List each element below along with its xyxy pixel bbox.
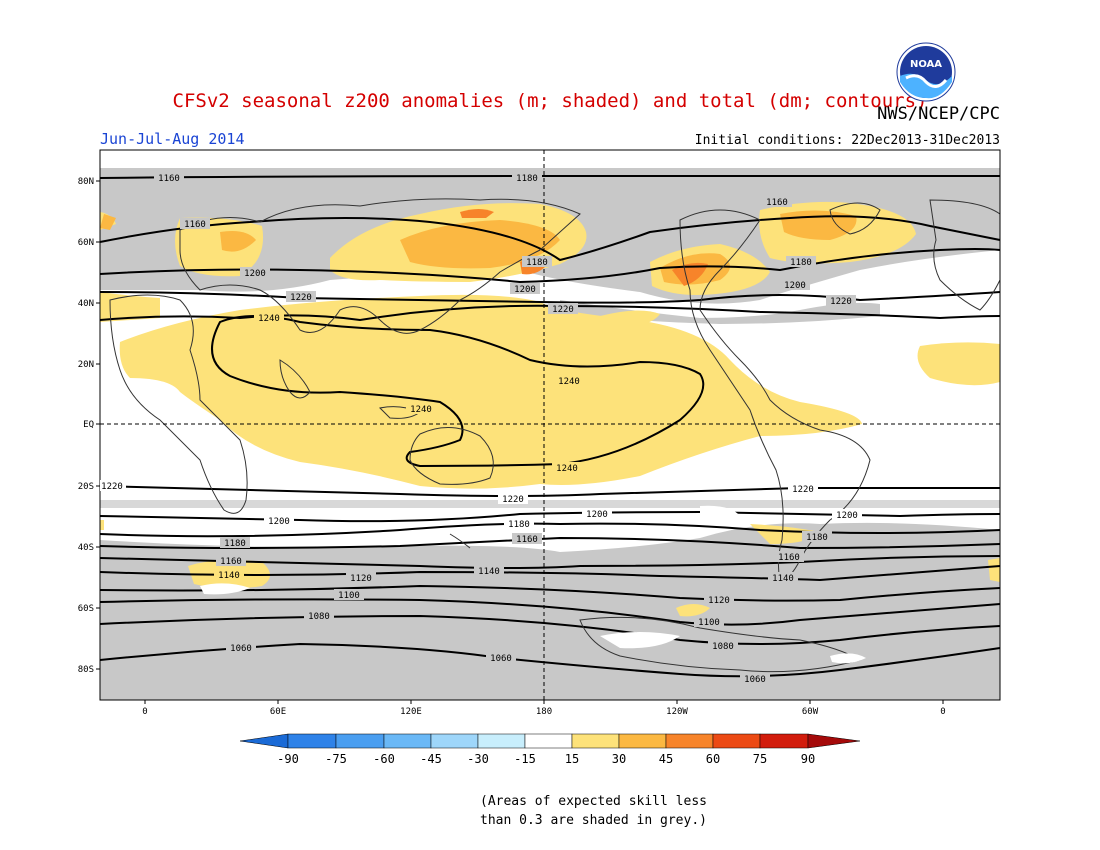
colorbar-tick: 30 <box>612 752 626 766</box>
colorbar-swatch <box>383 733 432 749</box>
colorbar-swatch <box>759 733 809 749</box>
contour-label: 1180 <box>806 533 828 543</box>
contour-label: 1080 <box>712 642 734 652</box>
colorbar-swatch <box>287 733 337 749</box>
noaa-logo-icon: NOAA <box>896 42 956 102</box>
contour-label: 1120 <box>350 574 372 584</box>
contour-label: 1220 <box>792 485 814 495</box>
colorbar-swatch <box>335 733 385 749</box>
colorbar-tick: -45 <box>420 752 442 766</box>
contour-label: 1080 <box>308 612 330 622</box>
colorbar-swatch <box>807 733 861 749</box>
contour-label: 1060 <box>744 675 766 685</box>
lat-label-eq: EQ <box>83 420 94 430</box>
contour-label: 1160 <box>158 174 180 184</box>
contour-label: 1160 <box>220 557 242 567</box>
colorbar: -90 -75 -60 -45 -30 -15 15 30 45 60 75 9… <box>239 733 861 766</box>
contour-label: 1220 <box>552 305 574 315</box>
contour-label: 1140 <box>478 567 500 577</box>
lon-label-60e: 60E <box>270 707 286 717</box>
contour-label: 1200 <box>514 285 536 295</box>
contour-label: 1180 <box>790 258 812 268</box>
contour-label: 1180 <box>526 258 548 268</box>
colorbar-tick: 90 <box>801 752 815 766</box>
contour-label: 1240 <box>558 377 580 387</box>
colorbar-tick: 45 <box>659 752 673 766</box>
lon-label-0-east: 0 <box>940 707 945 717</box>
colorbar-swatch <box>477 733 526 749</box>
map-frame <box>99 149 1001 701</box>
contour-label: 1240 <box>258 314 280 324</box>
contour-label: 1160 <box>516 535 538 545</box>
contour-label: 1140 <box>218 571 240 581</box>
contour-label: 1180 <box>508 520 530 530</box>
contour-label: 1220 <box>290 293 312 303</box>
contour-label: 1200 <box>244 269 266 279</box>
skill-note-line: than 0.3 are shaded in grey.) <box>480 813 707 828</box>
lon-label-60w: 60W <box>802 707 819 717</box>
lat-label-80n: 80N <box>78 177 94 187</box>
colorbar-swatch <box>665 733 714 749</box>
lat-label-80s: 80S <box>78 665 94 675</box>
contour-label: 1160 <box>184 220 206 230</box>
contour-label: 1200 <box>586 510 608 520</box>
contour-label: 1160 <box>766 198 788 208</box>
colorbar-tick: -75 <box>325 752 347 766</box>
colorbar-swatch <box>618 733 667 749</box>
contour-label: 1200 <box>836 511 858 521</box>
colorbar-swatch <box>239 733 289 749</box>
skill-note: (Areas of expected skill less than 0.3 a… <box>480 792 707 830</box>
colorbar-tick: 15 <box>565 752 579 766</box>
contour-label: 1120 <box>708 596 730 606</box>
colorbar-swatch <box>524 733 573 749</box>
contour-label: 1060 <box>490 654 512 664</box>
contour-label: 1200 <box>784 281 806 291</box>
lon-label-0: 0 <box>142 707 147 717</box>
contour-label: 1160 <box>778 553 800 563</box>
colorbar-swatch <box>430 733 479 749</box>
colorbar-tick: -30 <box>467 752 489 766</box>
contour-labels: 1160 1180 1160 1160 1180 1180 1200 1200 … <box>100 172 862 685</box>
lon-label-180: 180 <box>536 707 552 717</box>
lon-label-120w: 120W <box>666 707 688 717</box>
contour-label: 1240 <box>556 464 578 474</box>
colorbar-tick: 60 <box>706 752 720 766</box>
lon-axis: 0 60E 120E 180 120W 60W 0 <box>142 700 946 717</box>
contour-label: 1180 <box>224 539 246 549</box>
contour-label: 1100 <box>698 618 720 628</box>
lat-label-20n: 20N <box>78 360 94 370</box>
contour-label: 1220 <box>830 297 852 307</box>
forecast-period: Jun-Jul-Aug 2014 <box>100 130 245 148</box>
lat-label-60n: 60N <box>78 238 94 248</box>
lat-label-60s: 60S <box>78 604 94 614</box>
chart-title: CFSv2 seasonal z200 anomalies (m; shaded… <box>172 90 928 112</box>
contour-label: 1220 <box>101 482 123 492</box>
colorbar-tick: -90 <box>277 752 299 766</box>
contour-label: 1180 <box>516 174 538 184</box>
lon-label-120e: 120E <box>400 707 422 717</box>
colorbar-tick: -60 <box>373 752 395 766</box>
contour-label: 1060 <box>230 644 252 654</box>
colorbar-swatch <box>712 733 761 749</box>
contour-label: 1140 <box>772 574 794 584</box>
lat-label-20s: 20S <box>78 482 94 492</box>
colorbar-tick: -15 <box>514 752 536 766</box>
agency-label: NWS/NCEP/CPC <box>877 104 1000 124</box>
logo-text: NOAA <box>910 59 942 70</box>
lat-label-40s: 40S <box>78 543 94 553</box>
white-patches <box>200 505 866 664</box>
lat-axis: 80N 60N 40N 20N EQ 20S 40S 60S 80S <box>78 177 100 675</box>
contour-label: 1220 <box>502 495 524 505</box>
contour-label: 1100 <box>338 591 360 601</box>
contour-lines <box>99 174 1001 678</box>
colorbar-swatch <box>571 733 620 749</box>
contour-label: 1240 <box>410 405 432 415</box>
colorbar-tick: 75 <box>753 752 767 766</box>
skill-note-line: (Areas of expected skill less <box>480 794 707 809</box>
contour-label: 1200 <box>268 517 290 527</box>
initial-conditions: Initial conditions: 22Dec2013-31Dec2013 <box>694 133 1000 148</box>
lat-label-40n: 40N <box>78 299 94 309</box>
